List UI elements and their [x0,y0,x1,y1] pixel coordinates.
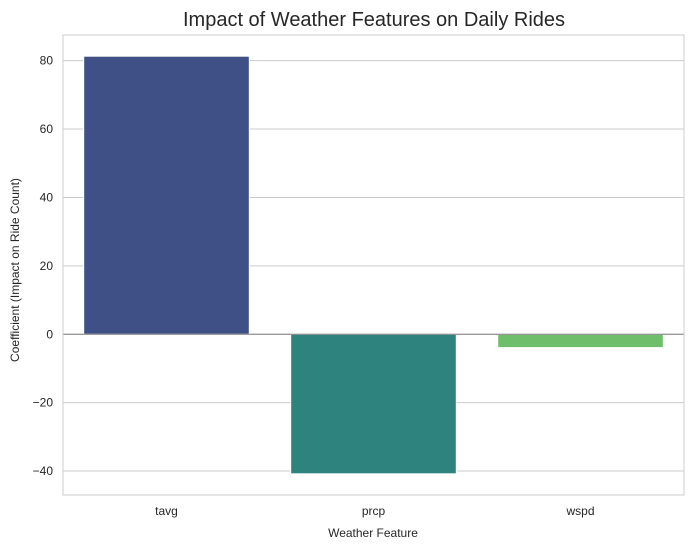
y-tick-label: −40 [33,464,54,478]
y-tick-label: 80 [40,54,54,68]
y-axis-label: Coefficient (Impact on Ride Count) [8,178,22,362]
x-axis-label: Weather Feature [328,526,418,540]
y-tick-label: 60 [40,122,54,136]
x-tick-labels: tavg prcp wspd [155,504,594,518]
y-tick-label: 0 [46,327,53,341]
y-tick-label: 40 [40,190,54,204]
plot-frame [62,34,685,496]
y-tick-label: −20 [33,396,54,410]
x-tick-label: tavg [155,504,178,518]
chart-title: Impact of Weather Features on Daily Ride… [183,9,565,31]
y-tick-label: 20 [40,259,54,273]
x-tick-label: wspd [565,504,594,518]
bars [83,55,664,475]
bar-prcp [290,333,457,475]
y-tick-labels: −40 −20 0 20 40 60 80 [33,54,54,478]
x-tick-label: prcp [362,504,386,518]
bar-wspd [497,333,664,349]
bar-tavg [83,55,250,335]
